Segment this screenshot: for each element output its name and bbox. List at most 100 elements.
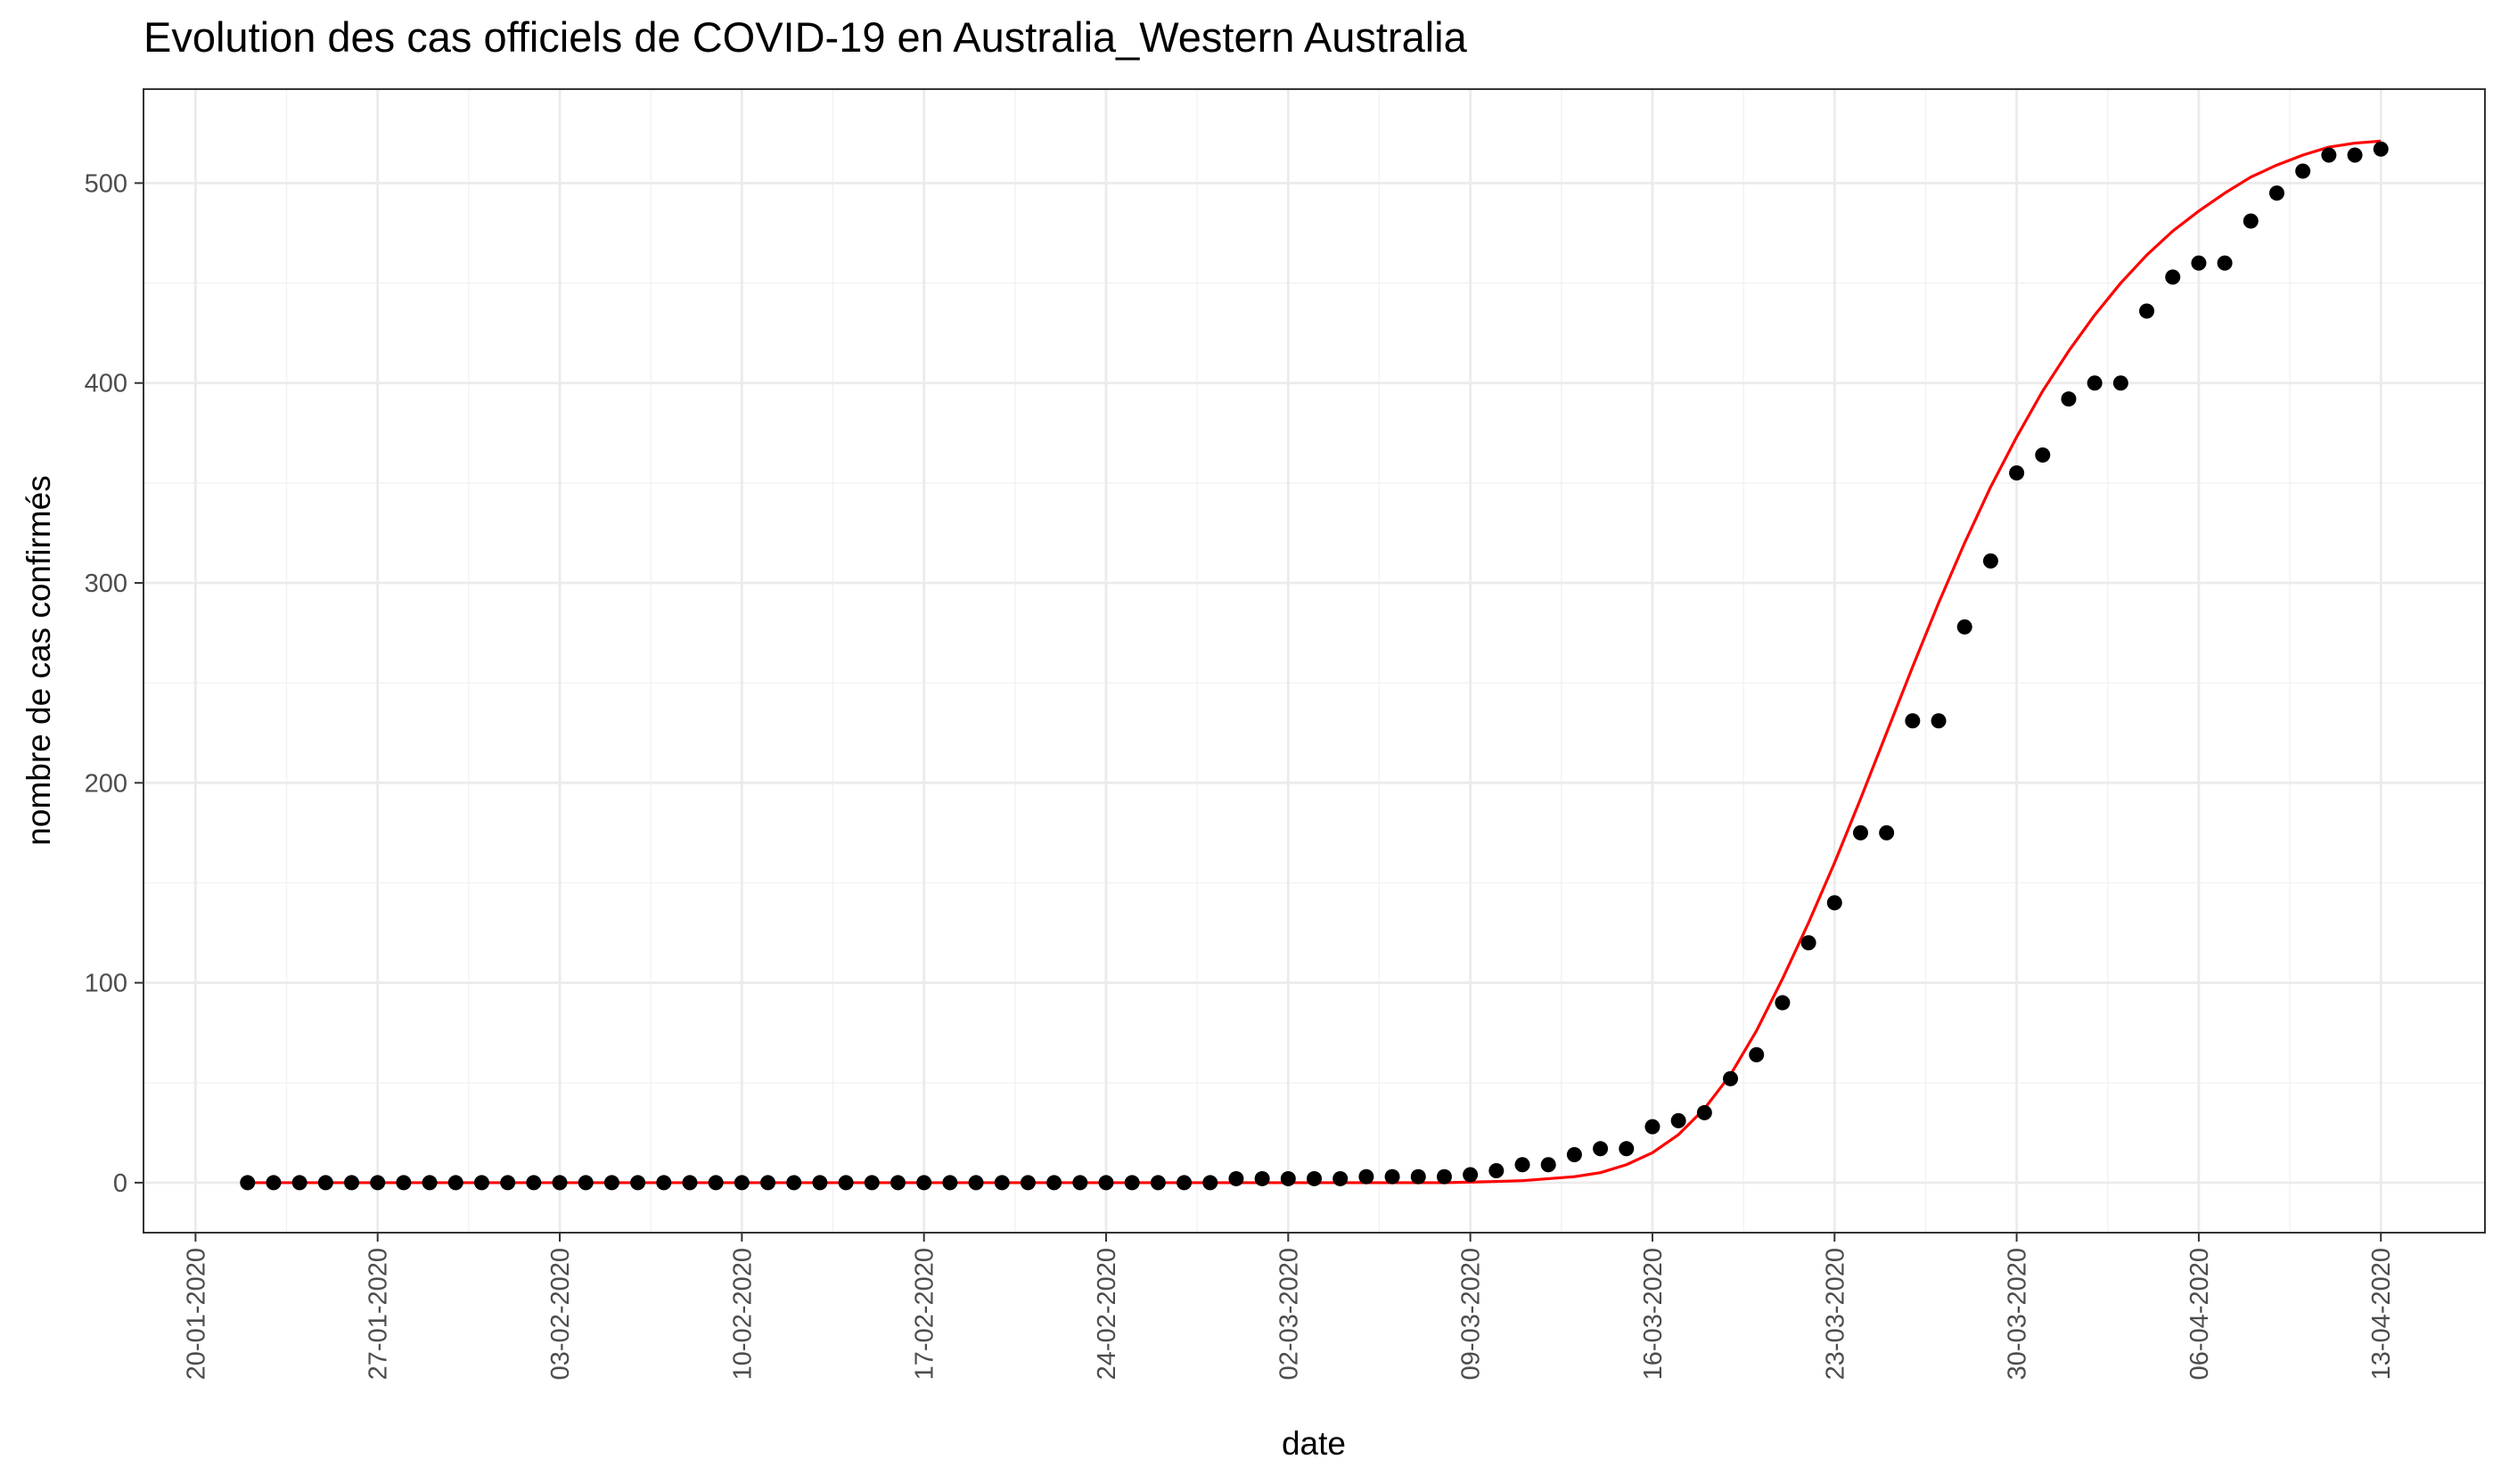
data-point: [1931, 713, 1947, 729]
data-point: [1644, 1119, 1660, 1135]
x-tick-label: 30-03-2020: [2004, 1248, 2032, 1380]
data-point: [1775, 995, 1791, 1011]
data-point: [1150, 1175, 1166, 1191]
data-point: [2217, 255, 2233, 271]
data-point: [2165, 269, 2181, 285]
x-tick-label: 16-03-2020: [1639, 1248, 1668, 1380]
data-point: [1723, 1070, 1739, 1086]
x-tick-label: 20-01-2020: [182, 1248, 210, 1380]
y-tick-label: 100: [85, 970, 127, 998]
data-point: [1488, 1162, 1505, 1178]
data-point: [1852, 824, 1868, 840]
data-point: [994, 1175, 1010, 1191]
data-point: [942, 1175, 958, 1191]
axes: 20-01-2020 27-01-2020 03-02-2020 10-02-2020…: [85, 169, 2397, 1380]
data-point: [1020, 1175, 1036, 1191]
data-point: [370, 1175, 386, 1191]
data-point: [1905, 713, 1921, 729]
data-point: [1046, 1175, 1062, 1191]
data-point: [760, 1175, 776, 1191]
data-point: [2112, 375, 2128, 391]
data-point: [968, 1175, 984, 1191]
points-layer: [240, 141, 2389, 1191]
x-tick-label: 27-01-2020: [365, 1248, 393, 1380]
data-point: [266, 1175, 282, 1191]
data-point: [1540, 1157, 1556, 1173]
x-tick-label: 13-04-2020: [2367, 1248, 2396, 1380]
data-point: [578, 1175, 594, 1191]
data-point: [1826, 895, 1842, 911]
data-point: [2035, 447, 2051, 463]
data-point: [1463, 1167, 1479, 1183]
data-point: [1800, 935, 1816, 951]
x-tick-label: 06-04-2020: [2185, 1248, 2214, 1380]
data-point: [656, 1175, 672, 1191]
y-tick-label: 200: [85, 769, 127, 798]
data-point: [1566, 1147, 1582, 1163]
data-point: [916, 1175, 932, 1191]
data-point: [1332, 1170, 1349, 1186]
data-point: [1177, 1175, 1193, 1191]
data-point: [1436, 1168, 1452, 1185]
data-point: [1202, 1175, 1218, 1191]
data-point: [682, 1175, 698, 1191]
x-tick-label: 03-02-2020: [546, 1248, 575, 1380]
data-point: [317, 1175, 333, 1191]
data-point: [1982, 553, 1998, 569]
fitted-curve-line: [247, 139, 2382, 1185]
data-point: [708, 1175, 724, 1191]
data-point: [2243, 213, 2259, 229]
data-point: [2009, 465, 2025, 481]
data-point: [1228, 1170, 1244, 1186]
data-point: [2373, 141, 2389, 157]
data-point: [1307, 1170, 1322, 1186]
data-point: [1619, 1141, 1635, 1157]
data-point: [838, 1175, 854, 1191]
x-tick-label: 17-02-2020: [911, 1248, 939, 1380]
data-point: [526, 1175, 542, 1191]
x-axis-title: date: [1282, 1425, 1346, 1462]
data-point: [1956, 619, 1972, 635]
fitted-curve-layer: [247, 139, 2382, 1185]
data-point: [1696, 1104, 1712, 1120]
y-tick-label: 500: [85, 169, 127, 198]
data-point: [1879, 824, 1895, 840]
data-point: [1410, 1168, 1426, 1185]
data-point: [786, 1175, 802, 1191]
data-point: [890, 1175, 906, 1191]
data-point: [1072, 1175, 1088, 1191]
data-point: [1280, 1170, 1296, 1186]
y-tick-label: 300: [85, 570, 127, 598]
data-point: [2347, 147, 2363, 163]
data-point: [1514, 1157, 1530, 1173]
data-point: [864, 1175, 880, 1191]
x-tick-label: 23-03-2020: [1821, 1248, 1849, 1380]
data-point: [422, 1175, 438, 1191]
x-tick-label: 02-03-2020: [1275, 1248, 1303, 1380]
data-point: [734, 1175, 750, 1191]
data-point: [1124, 1175, 1140, 1191]
data-point: [1593, 1141, 1609, 1157]
data-point: [344, 1175, 360, 1191]
y-tick-label: 400: [85, 370, 127, 398]
x-tick-label: 09-03-2020: [1457, 1248, 1486, 1380]
data-point: [2061, 391, 2077, 407]
data-point: [552, 1175, 568, 1191]
data-point: [2295, 163, 2311, 179]
data-point: [1358, 1168, 1374, 1185]
data-point: [2087, 375, 2103, 391]
data-point: [2268, 185, 2284, 201]
data-point: [291, 1175, 308, 1191]
data-point: [630, 1175, 646, 1191]
data-point: [1098, 1175, 1114, 1191]
chart-title: Evolution des cas officiels de COVID-19 …: [144, 13, 1467, 61]
data-point: [473, 1175, 489, 1191]
data-point: [812, 1175, 828, 1191]
data-point: [1384, 1168, 1400, 1185]
data-point: [2139, 303, 2155, 319]
data-point: [447, 1175, 463, 1191]
data-point: [1670, 1112, 1686, 1128]
data-point: [500, 1175, 516, 1191]
data-point: [1749, 1046, 1765, 1062]
